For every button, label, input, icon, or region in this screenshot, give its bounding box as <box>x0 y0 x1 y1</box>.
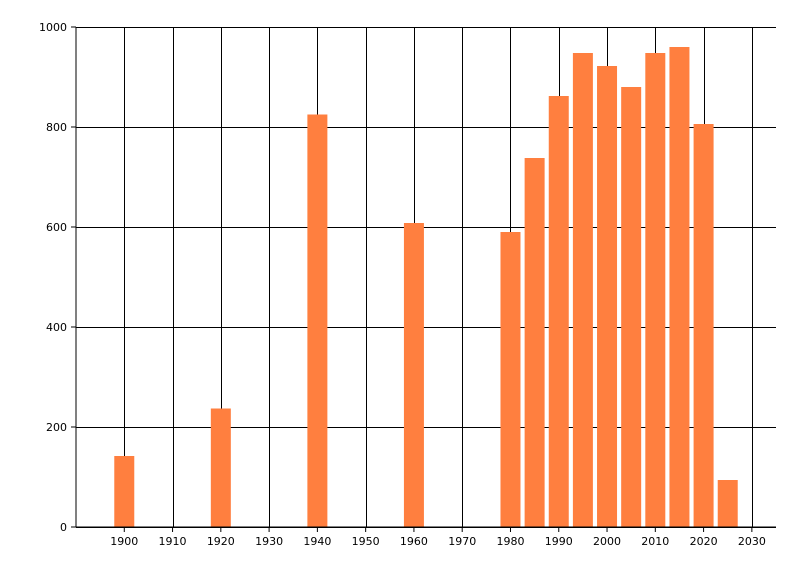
x-tick-label: 1980 <box>496 535 524 548</box>
x-tick-label: 2020 <box>690 535 718 548</box>
x-tick-label: 1950 <box>352 535 380 548</box>
bar <box>114 456 135 527</box>
x-tick-label: 1940 <box>303 535 331 548</box>
y-tick-label: 1000 <box>39 21 67 34</box>
bar <box>500 232 521 527</box>
bar <box>210 408 231 527</box>
bar <box>572 53 593 527</box>
x-tick-label: 1990 <box>545 535 573 548</box>
x-tick-labels: 1900 1910 1920 1930 1940 1950 1960 1970 1980 1990… <box>110 527 766 548</box>
x-tick-label: 1910 <box>159 535 187 548</box>
bar <box>645 53 666 527</box>
y-tick-label: 0 <box>60 521 67 534</box>
bar <box>524 158 545 527</box>
axes <box>75 27 776 528</box>
bar <box>693 124 714 527</box>
y-tick-label: 800 <box>46 121 67 134</box>
bar <box>717 480 738 527</box>
y-tick-label: 400 <box>46 321 67 334</box>
bar <box>307 114 328 527</box>
x-tick-label: 1960 <box>400 535 428 548</box>
x-tick-label: 2030 <box>738 535 766 548</box>
x-tick-label: 1970 <box>448 535 476 548</box>
bar <box>621 87 642 527</box>
bar <box>548 96 569 527</box>
y-tick-labels: 0 200 400 600 800 1000 <box>39 21 76 534</box>
x-tick-label: 2010 <box>641 535 669 548</box>
bar <box>669 47 690 527</box>
bar <box>403 223 424 527</box>
x-tick-label: 1930 <box>255 535 283 548</box>
x-tick-label: 2000 <box>593 535 621 548</box>
bars <box>114 47 738 527</box>
x-tick-label: 1920 <box>207 535 235 548</box>
x-tick-label: 1900 <box>110 535 138 548</box>
y-tick-label: 600 <box>46 221 67 234</box>
y-tick-label: 200 <box>46 421 67 434</box>
bar <box>597 66 618 527</box>
